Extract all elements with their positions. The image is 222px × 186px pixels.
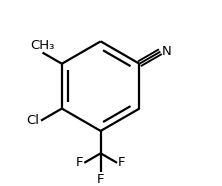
Text: Cl: Cl	[26, 114, 39, 127]
Text: CH₃: CH₃	[30, 39, 55, 52]
Text: F: F	[97, 173, 104, 186]
Text: F: F	[76, 156, 83, 169]
Text: F: F	[118, 156, 125, 169]
Text: N: N	[162, 45, 172, 58]
